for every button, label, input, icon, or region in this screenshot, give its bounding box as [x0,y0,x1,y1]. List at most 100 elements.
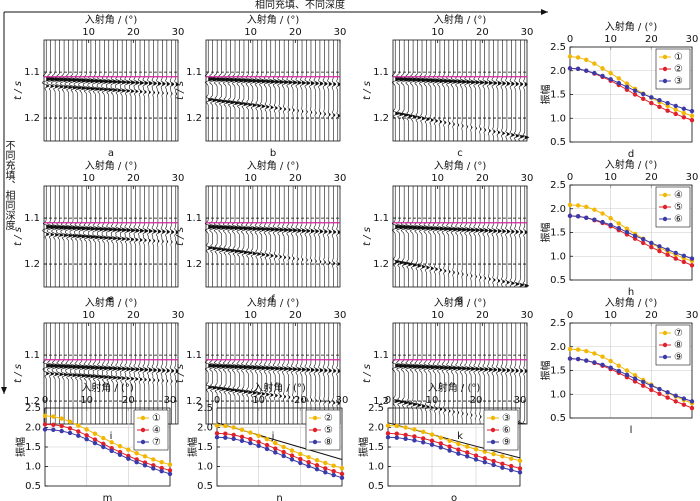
trace-fill [408,323,415,424]
panel-label: c [457,148,463,159]
data-point [167,468,173,473]
y-axis-title: 振幅 [14,437,27,457]
data-point [681,402,687,407]
trace-fill [506,186,511,287]
trace-fill [413,40,420,141]
series-line [569,215,693,260]
x-tick-label: 20 [289,173,302,184]
trace-fill [297,40,302,141]
trace [92,323,102,424]
trace-fill [148,186,153,287]
trace [46,40,58,141]
trace-fill [511,323,515,424]
y-tick-label: 1.1 [373,350,389,361]
trace [513,323,520,425]
panel-label: f [271,294,275,305]
trace-fill [212,186,220,287]
trace [110,323,119,424]
trace-fill [217,323,224,424]
x-tick-label: 10 [431,27,444,38]
trace-fill [515,323,520,424]
trace-fill [413,323,420,424]
data-point [456,451,461,456]
panel: 入射角 / (°) 0 10 20 30 0.5 1.0 1.5 2.0 2.5 振幅 l ⑦⑧⑨ [539,297,698,436]
trace [119,40,128,141]
trace-fill [466,186,472,287]
data-point [101,441,106,447]
trace [478,40,485,141]
trace [459,186,468,287]
trace-fill [515,40,520,141]
trace-fill [422,40,428,141]
trace-fill [333,40,336,141]
y-tick-label: 1.5 [197,442,213,453]
trace [309,40,315,141]
trace [263,186,272,287]
trace-fill [480,40,484,141]
data-point [632,376,638,381]
data-point [394,431,399,436]
data-point [473,453,479,458]
data-point [575,203,581,208]
data-point [151,466,156,471]
legend-marker [662,342,668,348]
trace [423,186,434,287]
trace-fill [288,40,293,141]
data-point [51,422,56,427]
data-point [51,414,56,419]
trace [423,323,433,424]
trace [450,40,459,141]
trace-fill [328,323,332,424]
trace [509,323,515,425]
trace [60,323,71,424]
data-point [59,416,64,421]
trace-fill [171,40,174,141]
trace [290,186,298,287]
trace-fill [422,323,429,424]
panel: 入射角 / (°)10 20 30 1.1 1.2 t / s e [13,160,184,305]
trace [209,40,220,141]
trace-fill [328,40,332,141]
trace-fill [302,40,306,141]
trace [272,323,281,424]
trace [124,186,131,287]
legend-label: ① [152,413,161,424]
y-tick-label: 2.5 [550,42,566,53]
trace-fill [208,40,215,141]
trace [428,323,437,424]
data-point [624,229,630,235]
trace [250,40,259,141]
trace [254,186,264,287]
trace [277,40,285,141]
trace [500,323,507,425]
trace [414,323,425,424]
trace-fill [520,323,524,424]
trace-fill [113,323,118,424]
y-tick-label: 2.0 [550,204,566,215]
data-point [584,348,589,354]
legend-marker [662,54,668,60]
x-axis-title: 入射角 / (°) [247,14,300,26]
trace [281,186,289,287]
trace-fill [217,186,224,287]
series-line [44,428,171,475]
trace [51,323,63,424]
trace-fill [506,40,510,141]
data-point [681,110,687,116]
trace [468,40,477,141]
trace-fill [77,186,84,287]
y-tick-label: 1.1 [24,213,40,224]
y-axis-title: t / s [175,364,186,383]
data-point [657,386,662,392]
trace [487,323,494,425]
data-point [632,373,638,378]
x-tick-label: 10 [244,27,257,38]
x-tick-label: 30 [686,172,699,183]
data-point [600,219,605,225]
data-point [306,454,311,460]
trace [55,40,67,141]
data-point [673,256,678,261]
trace [496,323,502,425]
trace [101,323,110,424]
panel-label: d [628,149,634,160]
